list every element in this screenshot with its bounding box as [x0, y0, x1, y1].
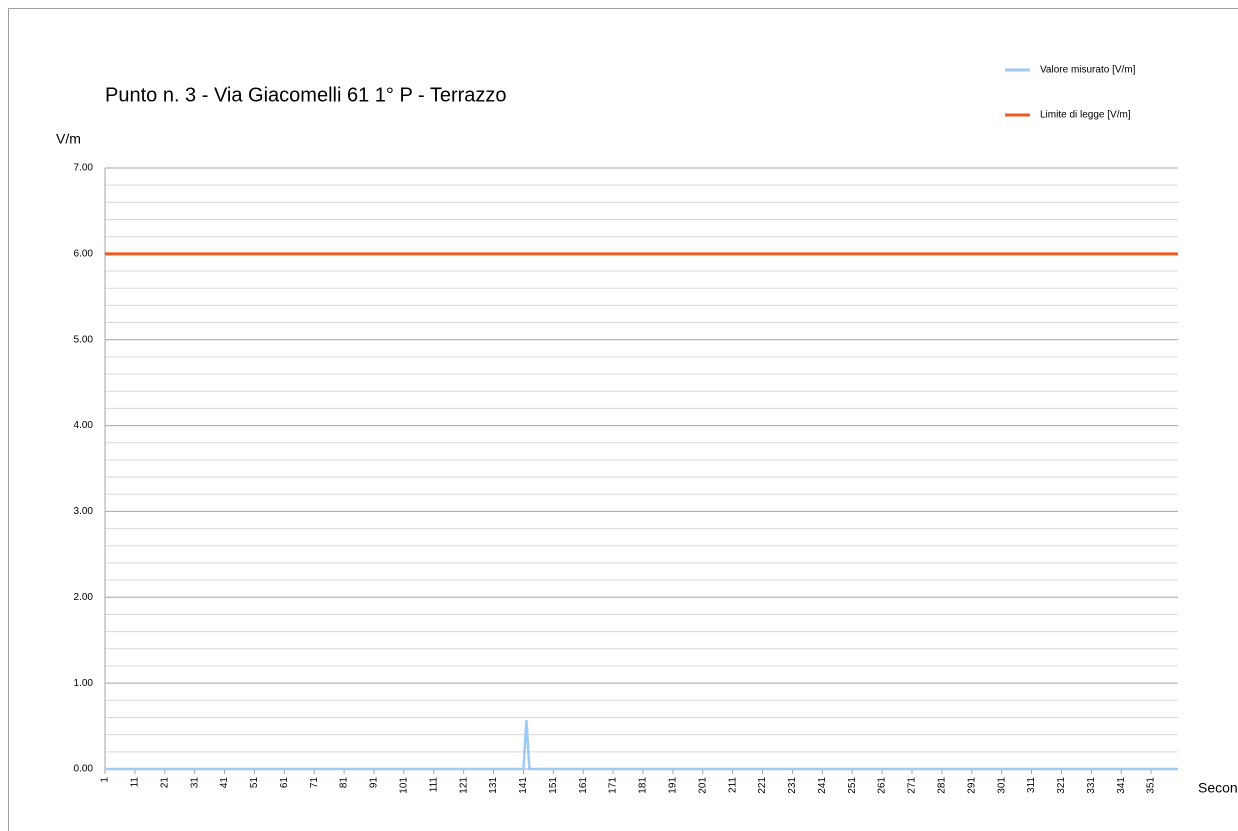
x-tick-label: 101 [399, 777, 410, 794]
x-tick-label: 341 [1116, 777, 1127, 794]
x-axis-label: Secondi [1198, 780, 1238, 796]
x-tick-label: 291 [966, 777, 977, 794]
x-tick-label: 131 [488, 777, 499, 794]
x-tick-label: 171 [608, 777, 619, 794]
x-tick-label: 311 [1026, 777, 1037, 793]
x-tick-label: 51 [249, 777, 260, 789]
x-tick-label: 21 [159, 777, 170, 789]
y-tick-label: 2.00 [74, 592, 94, 603]
x-tick-label: 141 [518, 777, 529, 794]
y-tick-label: 5.00 [74, 334, 94, 345]
x-tick-label: 181 [638, 777, 649, 794]
legend-label: Valore misurato [V/m] [1040, 65, 1136, 76]
x-tick-label: 261 [877, 777, 888, 794]
chart-border [8, 8, 1238, 831]
x-tick-label: 201 [697, 777, 708, 794]
x-tick-label: 91 [369, 777, 380, 789]
y-tick-label: 6.00 [74, 248, 94, 259]
series-line [105, 719, 1178, 771]
y-tick-label: 4.00 [74, 420, 94, 431]
x-tick-label: 241 [817, 777, 828, 794]
legend-label: Limite di legge [V/m] [1040, 110, 1131, 121]
x-tick-label: 61 [279, 777, 290, 789]
x-tick-label: 331 [1086, 777, 1097, 794]
y-tick-label: 1.00 [74, 678, 94, 689]
y-axis-label: V/m [56, 131, 81, 147]
chart-title: Punto n. 3 - Via Giacomelli 61 1° P - Te… [105, 84, 507, 106]
x-tick-label: 121 [458, 777, 469, 794]
x-tick-label: 161 [578, 777, 589, 794]
x-tick-label: 301 [996, 777, 1007, 794]
x-tick-label: 11 [130, 777, 141, 788]
x-tick-label: 81 [339, 777, 350, 789]
y-tick-label: 3.00 [74, 506, 94, 517]
x-tick-label: 151 [548, 777, 559, 794]
x-tick-label: 31 [189, 777, 200, 789]
y-tick-label: 7.00 [74, 163, 94, 174]
x-tick-label: 71 [309, 777, 320, 789]
x-tick-label: 111 [428, 777, 439, 793]
x-tick-label: 191 [668, 777, 679, 794]
x-tick-label: 321 [1056, 777, 1067, 794]
x-tick-label: 281 [937, 777, 948, 794]
x-tick-label: 221 [757, 777, 768, 794]
y-tick-label: 0.00 [74, 764, 94, 775]
x-tick-label: 231 [787, 777, 798, 794]
x-tick-label: 41 [219, 777, 230, 789]
x-tick-label: 251 [847, 777, 858, 794]
x-tick-label: 351 [1146, 777, 1157, 794]
x-tick-label: 211 [727, 777, 738, 793]
x-tick-label: 271 [907, 777, 918, 794]
x-tick-label: 1 [100, 777, 111, 783]
